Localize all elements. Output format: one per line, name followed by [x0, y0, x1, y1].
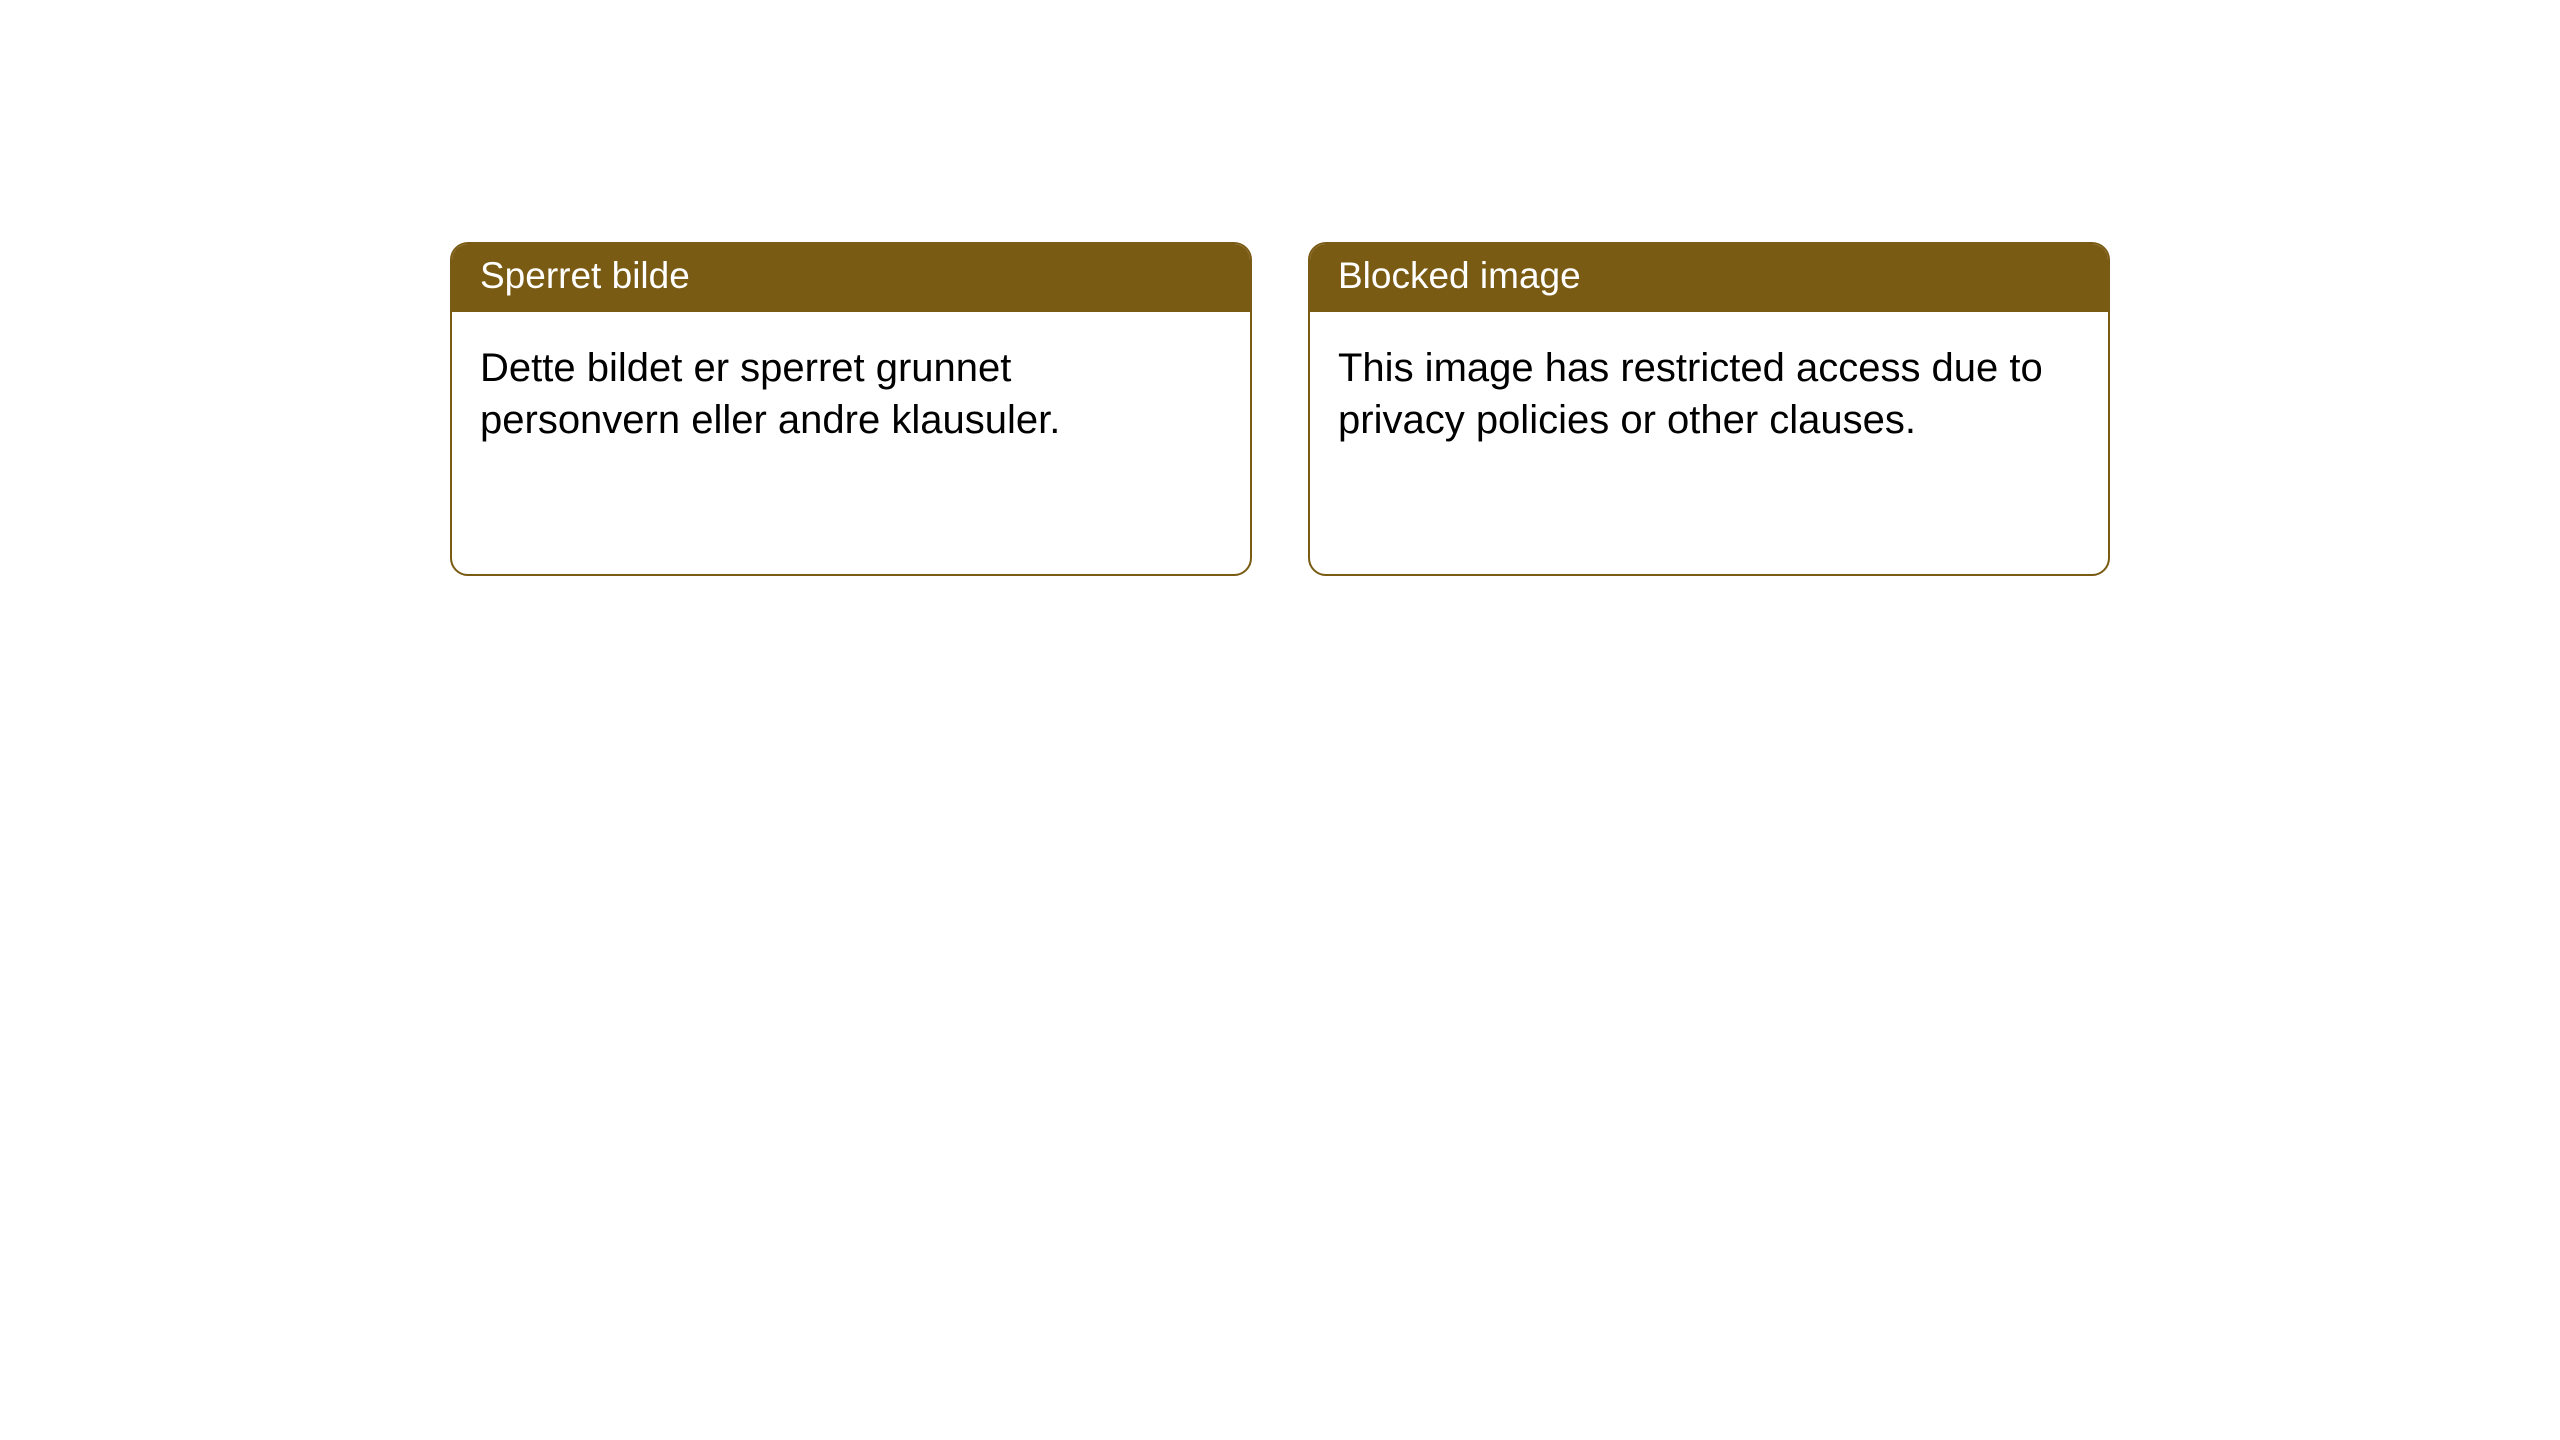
- blocked-image-card-en: Blocked image This image has restricted …: [1308, 242, 2110, 576]
- card-body-en: This image has restricted access due to …: [1310, 312, 2108, 476]
- blocked-image-cards: Sperret bilde Dette bildet er sperret gr…: [450, 242, 2110, 576]
- blocked-image-card-no: Sperret bilde Dette bildet er sperret gr…: [450, 242, 1252, 576]
- card-body-no: Dette bildet er sperret grunnet personve…: [452, 312, 1250, 476]
- card-header-en: Blocked image: [1310, 244, 2108, 312]
- card-header-no: Sperret bilde: [452, 244, 1250, 312]
